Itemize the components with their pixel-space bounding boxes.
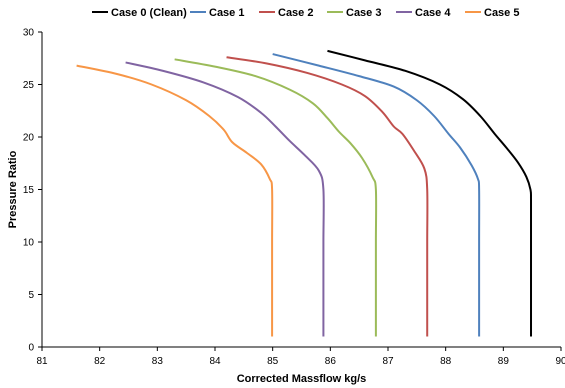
x-tick-label: 86 bbox=[325, 356, 337, 367]
legend-item-case-5: Case 5 bbox=[465, 7, 519, 19]
legend-item-case-4: Case 4 bbox=[396, 7, 451, 19]
legend: Case 0 (Clean) Case 1 Case 2 Case 3 Case 4 Ca… bbox=[92, 7, 519, 19]
x-tick-label: 88 bbox=[440, 356, 452, 367]
series-lines bbox=[76, 49, 533, 337]
series-line-case-0 bbox=[327, 49, 533, 337]
legend-item-case-0: Case 0 (Clean) bbox=[92, 7, 187, 19]
y-axis-title: Pressure Ratio bbox=[7, 150, 19, 228]
y-tick-label: 30 bbox=[23, 28, 35, 39]
series-line-case-4 bbox=[125, 61, 325, 337]
y-tick-label: 25 bbox=[23, 80, 35, 91]
series-line-case-3 bbox=[174, 58, 378, 337]
series-line-case-5 bbox=[76, 64, 274, 337]
series-line-case-1 bbox=[272, 53, 481, 337]
y-tick-label: 20 bbox=[23, 133, 35, 144]
legend-label: Case 5 bbox=[484, 7, 519, 19]
legend-item-case-2: Case 2 bbox=[259, 7, 313, 19]
legend-label: Case 0 (Clean) bbox=[111, 7, 187, 19]
x-tick-label: 89 bbox=[498, 356, 510, 367]
y-ticks: 0 5 10 15 20 25 30 bbox=[23, 28, 42, 354]
x-axis-title: Corrected Massflow kg/s bbox=[237, 373, 367, 385]
y-tick-label: 15 bbox=[23, 185, 35, 196]
x-tick-label: 81 bbox=[36, 356, 48, 367]
legend-item-case-3: Case 3 bbox=[327, 7, 381, 19]
legend-label: Case 2 bbox=[278, 7, 313, 19]
x-tick-label: 84 bbox=[209, 356, 221, 367]
legend-label: Case 1 bbox=[209, 7, 244, 19]
x-ticks: 81 82 83 84 85 86 87 88 89 90 bbox=[36, 347, 565, 367]
x-tick-label: 90 bbox=[555, 356, 565, 367]
x-tick-label: 85 bbox=[267, 356, 279, 367]
legend-label: Case 4 bbox=[415, 7, 451, 19]
legend-label: Case 3 bbox=[346, 7, 381, 19]
axes: 81 82 83 84 85 86 87 88 89 90 0 5 10 15 20 25 30 Correc… bbox=[7, 28, 565, 386]
y-tick-label: 10 bbox=[23, 238, 35, 249]
x-tick-label: 83 bbox=[152, 356, 164, 367]
y-tick-label: 5 bbox=[28, 290, 34, 301]
x-tick-label: 87 bbox=[382, 356, 394, 367]
x-tick-label: 82 bbox=[94, 356, 106, 367]
y-tick-label: 0 bbox=[28, 343, 34, 354]
series-line-case-2 bbox=[226, 56, 429, 337]
legend-item-case-1: Case 1 bbox=[190, 7, 244, 19]
